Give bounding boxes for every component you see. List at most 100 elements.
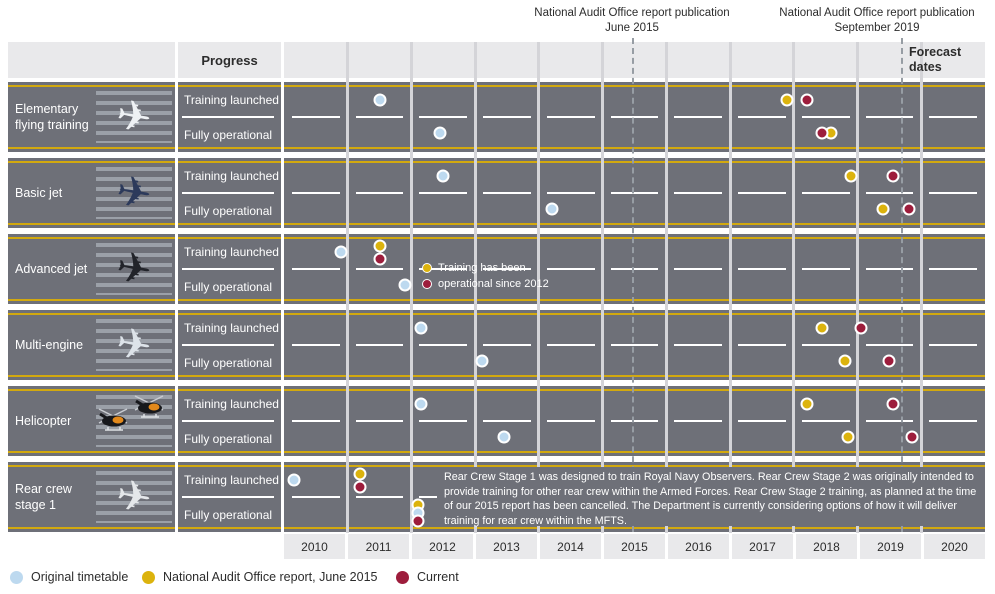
milestone-dot-original [334, 245, 348, 259]
year-cell [411, 82, 475, 152]
year-cell [921, 158, 985, 228]
forecast-dates-label: Forecast dates [909, 45, 962, 74]
year-cell [284, 158, 348, 228]
sub-row-label-fully-operational: Fully operational [184, 127, 273, 142]
year-cell [666, 386, 730, 456]
icon-stripes [96, 471, 172, 523]
legend-label: National Audit Office report, June 2015 [163, 570, 378, 584]
nao-report-2019-label-line2: September 2019 [834, 22, 920, 34]
year-cell [730, 234, 794, 304]
year-gridline [601, 42, 605, 533]
legend-dot-icon [142, 570, 155, 584]
milestone-dot-nao2015 [844, 169, 858, 183]
milestone-dot-original [373, 93, 387, 107]
year-cell [348, 158, 412, 228]
year-cell [921, 310, 985, 380]
twin-prop-plane-icon: ✈ [96, 469, 172, 524]
propeller-plane-icon: ✈ [96, 89, 172, 144]
chart-cell: Training has been operational since 2012 [284, 234, 985, 304]
year-cell [921, 82, 985, 152]
nao-report-reference-line [901, 38, 904, 532]
icon-stripes [96, 91, 172, 143]
year-cell [539, 310, 603, 380]
legend-label: Original timetable [31, 570, 129, 584]
progress-cell: Training launched Fully operational [178, 82, 281, 152]
advanced-jet-note-text1: Training has been [438, 262, 526, 274]
jet-trainer-icon: ✈ [96, 165, 172, 220]
year-cell [539, 234, 603, 304]
year-cell [858, 386, 922, 456]
year-cell [603, 158, 667, 228]
sub-row-label-fully-operational: Fully operational [184, 431, 273, 446]
year-gridline [664, 42, 668, 533]
year-cell [666, 158, 730, 228]
year-cell [858, 82, 922, 152]
legend-label: Current [417, 570, 459, 584]
year-cell [284, 310, 348, 380]
year-label: 2010 [284, 534, 345, 559]
year-cell [284, 462, 348, 532]
progress-cell: Training launched Fully operational [178, 234, 281, 304]
sub-row-label-training-launched: Training launched [184, 320, 279, 335]
sub-row-label-training-launched: Training launched [184, 472, 279, 487]
year-cell [794, 234, 858, 304]
advanced-jet-note: Training has been operational since 2012 [422, 260, 549, 292]
milestone-dot-nao2015 [876, 202, 890, 216]
sub-row-label-training-launched: Training launched [184, 244, 279, 259]
training-row: Basic jet ✈ Training launched Fully oper… [0, 158, 995, 228]
rear-crew-note: Rear Crew Stage 1 was designed to train … [437, 467, 984, 527]
year-cell [794, 158, 858, 228]
year-cell [858, 158, 922, 228]
year-cell [348, 234, 412, 304]
year-label: 2019 [860, 534, 921, 559]
row-label-cell: Advanced jet ✈ [8, 234, 175, 304]
current-dot-icon [422, 279, 432, 289]
row-label-cell: Rear crew stage 1 ✈ [8, 462, 175, 532]
advanced-jet-note-line2: operational since 2012 [422, 276, 549, 292]
row-label-cell: Helicopter [8, 386, 175, 456]
legend-item: National Audit Office report, June 2015 [142, 570, 378, 584]
milestone-dot-original [398, 278, 412, 292]
milestone-dot-current [886, 397, 900, 411]
row-label-cell: Multi-engine ✈ [8, 310, 175, 380]
milestone-dot-original [436, 169, 450, 183]
milestone-dot-original [414, 397, 428, 411]
year-cell [475, 310, 539, 380]
nao-report-2015-label-line2: June 2015 [605, 22, 659, 34]
legend-dot-icon [10, 570, 23, 584]
milestone-dot-current [800, 93, 814, 107]
sub-row-label-training-launched: Training launched [184, 92, 279, 107]
nao-report-2019-label: National Audit Office report publication… [765, 6, 989, 36]
header-chart-band [284, 42, 985, 78]
icon-stripes [96, 167, 172, 219]
milestone-dot-current [854, 321, 868, 335]
year-cell [730, 310, 794, 380]
year-label: 2017 [732, 534, 793, 559]
sub-row-divider [182, 344, 274, 346]
row-label: Multi-engine [15, 337, 84, 352]
training-row: Helicopter [0, 386, 995, 456]
year-cell [603, 234, 667, 304]
chart-cell [284, 82, 985, 152]
legend-dot-icon [396, 570, 409, 584]
milestone-dot-original [475, 354, 489, 368]
row-label: Basic jet [15, 185, 63, 200]
milestone-dot-original [545, 202, 559, 216]
milestone-dot-nao2015 [800, 397, 814, 411]
milestone-dot-original [497, 430, 511, 444]
legend: Original timetable National Audit Office … [0, 570, 995, 592]
year-gridline [346, 42, 350, 533]
year-cell [539, 82, 603, 152]
sub-row-label-fully-operational: Fully operational [184, 279, 273, 294]
training-row: Advanced jet ✈ Training launched Fully o… [0, 234, 995, 304]
chart-cell [284, 386, 985, 456]
nao-report-reference-line [631, 38, 634, 532]
year-label: 2012 [412, 534, 473, 559]
milestone-dot-current [902, 202, 916, 216]
milestone-dot-nao2015 [815, 321, 829, 335]
year-cell [858, 310, 922, 380]
year-label: 2020 [924, 534, 985, 559]
year-cell [475, 158, 539, 228]
advanced-jet-note-text2: operational since 2012 [438, 278, 549, 290]
